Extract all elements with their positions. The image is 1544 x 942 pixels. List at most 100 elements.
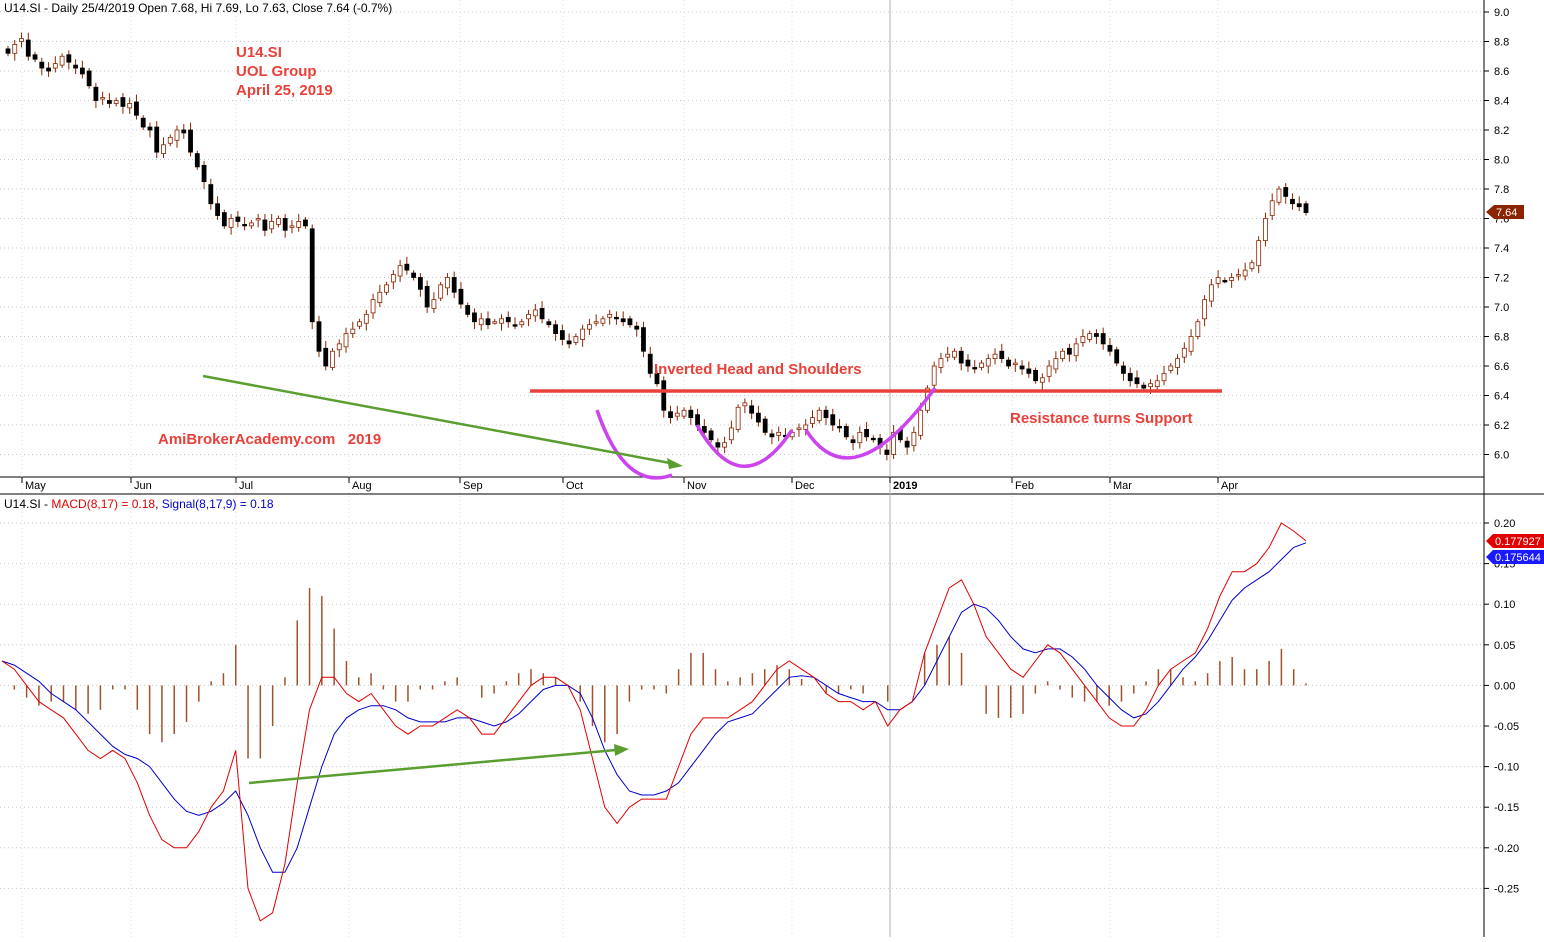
price-tick-label: 7.8 (1494, 184, 1509, 196)
x-tick-label: 2019 (893, 480, 917, 492)
candle-body (242, 223, 248, 227)
candle (262, 214, 268, 237)
candle (458, 281, 464, 309)
candle (1303, 200, 1309, 216)
candle (559, 324, 565, 346)
candle-body (316, 321, 322, 352)
candle (553, 320, 558, 341)
candle (661, 376, 667, 418)
candle (303, 217, 308, 229)
candle-body (1195, 321, 1201, 337)
candle-body (12, 44, 18, 54)
macd-tick-label: 0.10 (1494, 599, 1515, 611)
candle-body (32, 54, 38, 60)
candle (134, 94, 139, 120)
right-shoulder-arc[interactable] (804, 386, 937, 460)
candle-body (1161, 372, 1167, 382)
candle (248, 219, 254, 229)
candle-body (965, 359, 971, 367)
candle-body (228, 218, 234, 228)
candle-body (397, 265, 403, 277)
candle-body (870, 437, 876, 441)
x-tick-label: Aug (352, 480, 372, 492)
macd-tick-label: 0.20 (1494, 518, 1515, 530)
candle (1019, 360, 1025, 375)
candle-body (931, 365, 937, 386)
price-trend-arrow[interactable] (202, 374, 671, 465)
candle-body (1296, 203, 1302, 208)
candle-body (884, 449, 890, 455)
candle (370, 293, 376, 319)
candle (816, 407, 822, 424)
candle-body (668, 411, 673, 419)
candle (390, 270, 396, 290)
candle (174, 125, 180, 148)
candle (1033, 367, 1038, 384)
candle (776, 426, 782, 442)
candle (891, 425, 897, 459)
candle-body (1094, 333, 1099, 337)
candle-body (586, 324, 592, 330)
candle-body (1256, 240, 1262, 267)
candle (1256, 236, 1262, 274)
candle (512, 317, 518, 330)
candle-body (296, 221, 302, 228)
price-tick-label: 8.4 (1494, 96, 1509, 108)
candle (979, 360, 984, 371)
candle-body (526, 313, 531, 320)
candle-body (641, 327, 646, 352)
candle-body (559, 330, 565, 340)
candle-body (1154, 380, 1160, 388)
head-arc[interactable] (695, 424, 794, 468)
candle-body (857, 431, 863, 444)
candle (681, 407, 687, 420)
candle (580, 324, 586, 347)
candle (796, 423, 802, 437)
signal-value-badge (1486, 550, 1544, 564)
candle-body (1276, 188, 1282, 203)
candle-body (377, 291, 383, 303)
candle (728, 420, 734, 445)
price-tick-label: 6.2 (1494, 420, 1509, 432)
macd-trend-arrow[interactable] (248, 748, 617, 785)
candle (857, 426, 863, 449)
candle-body (336, 343, 342, 351)
candle (52, 56, 58, 73)
candle (1175, 354, 1180, 375)
last-price-label: 7.64 (1496, 207, 1517, 219)
candle-body (796, 427, 802, 430)
candle (1276, 186, 1282, 206)
candle (931, 361, 937, 393)
candle (965, 354, 971, 372)
candle (607, 309, 613, 325)
candle (647, 346, 653, 378)
candle-body (958, 350, 964, 364)
candle (5, 45, 11, 57)
candle (485, 311, 491, 330)
candle (1215, 270, 1221, 288)
price-tick-label: 6.4 (1494, 391, 1509, 403)
x-tick-label: Apr (1221, 480, 1238, 492)
candle-body (269, 221, 275, 230)
candle (46, 62, 51, 77)
macd-trend-arrowhead (614, 744, 629, 756)
candle (25, 32, 31, 61)
candle-body (1012, 362, 1018, 365)
candle-body (654, 372, 660, 385)
candle-body (803, 424, 809, 430)
candle (269, 214, 275, 234)
candle-body (66, 54, 72, 63)
candle-body (945, 353, 951, 358)
candle (593, 314, 599, 327)
macd-y-axis: 0.200.150.100.050.00-0.05-0.10-0.15-0.20… (1484, 518, 1519, 895)
candle (350, 321, 356, 338)
candle (810, 410, 815, 428)
candle (397, 259, 403, 282)
candle-body (762, 418, 768, 433)
candle (167, 134, 173, 147)
candle-body (695, 414, 700, 426)
candle (384, 281, 389, 296)
left-shoulder-arc[interactable] (595, 409, 673, 480)
candle (762, 416, 768, 436)
